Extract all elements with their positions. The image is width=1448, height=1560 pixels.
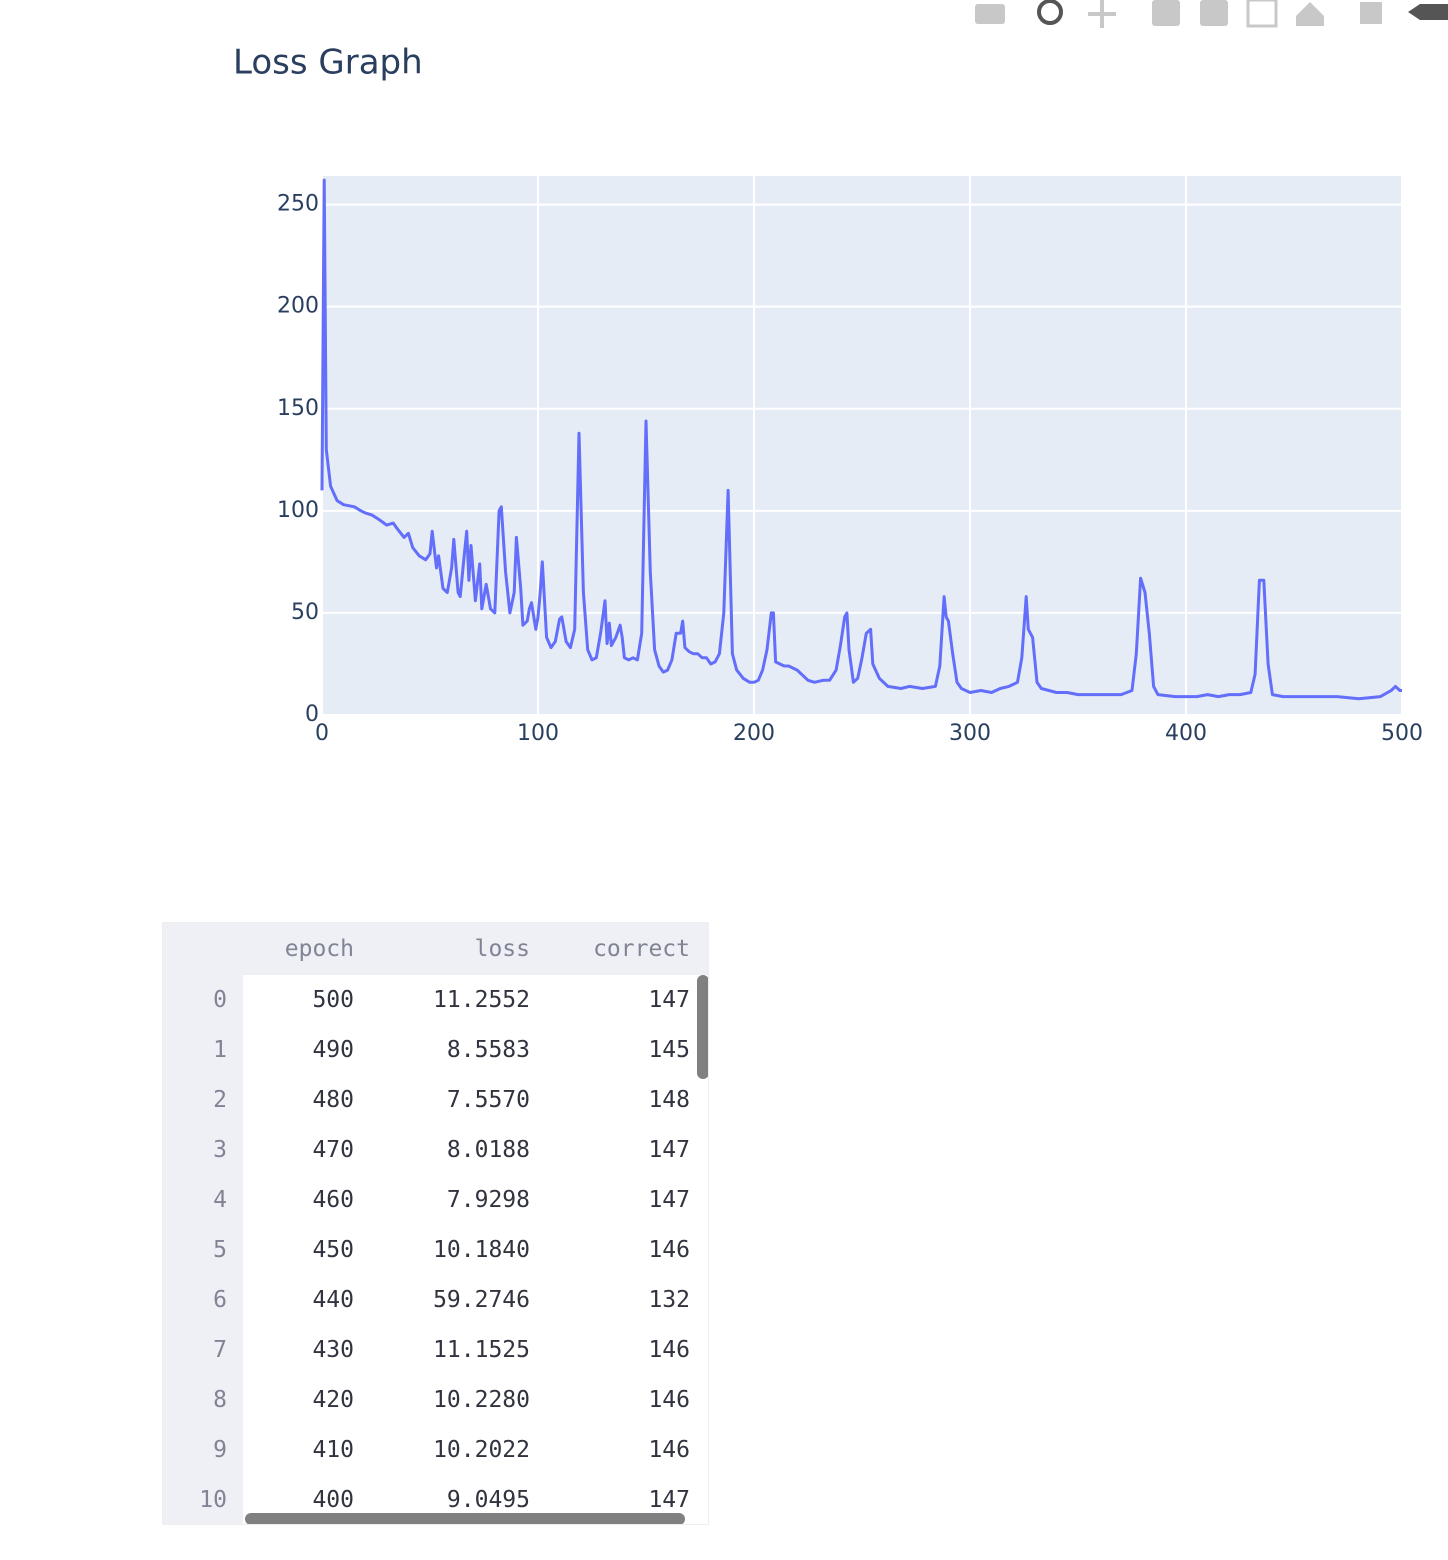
hover-icon[interactable] <box>1408 4 1448 20</box>
pan-icon[interactable] <box>1088 0 1116 28</box>
table-cell: 450 <box>312 1237 354 1263</box>
table-cell: 9.0495 <box>446 1487 530 1513</box>
table-cell: 500 <box>312 987 354 1013</box>
spike-icon[interactable] <box>1360 2 1382 24</box>
table-cell: 146 <box>648 1387 690 1413</box>
row-index: 4 <box>213 1187 227 1213</box>
table-cell: 10.2280 <box>433 1387 530 1413</box>
table-cell: 148 <box>648 1087 690 1113</box>
x-tick-label: 200 <box>733 721 775 746</box>
table-cell: 400 <box>312 1487 354 1513</box>
column-header: correct <box>593 936 690 962</box>
table-cell: 420 <box>312 1387 354 1413</box>
table-cell: 147 <box>648 987 690 1013</box>
table-cell: 147 <box>648 1137 690 1163</box>
table-cell: 7.9298 <box>446 1187 530 1213</box>
chart: Loss Graph 0 50 100 150 200 250 0 100 200 300 400 5… <box>233 0 1448 746</box>
table-cell: 480 <box>312 1087 354 1113</box>
row-index: 7 <box>213 1337 227 1363</box>
y-tick-label: 250 <box>277 192 319 217</box>
y-tick-label: 0 <box>305 702 319 727</box>
chart-title: Loss Graph <box>233 43 423 83</box>
column-header: loss <box>474 936 530 962</box>
table-cell: 10.2022 <box>433 1437 530 1463</box>
table-cell: 8.0188 <box>446 1137 530 1163</box>
x-tick-label: 100 <box>517 721 559 746</box>
table-cell: 490 <box>312 1037 354 1063</box>
home-icon[interactable] <box>1296 2 1324 26</box>
y-tick-label: 200 <box>277 294 319 319</box>
vertical-scrollbar[interactable] <box>697 975 708 1079</box>
row-index: 6 <box>213 1287 227 1313</box>
table-cell: 7.5570 <box>446 1087 530 1113</box>
row-index: 9 <box>213 1437 227 1463</box>
row-index: 2 <box>213 1087 227 1113</box>
zoom-out-icon[interactable] <box>1200 0 1228 26</box>
table-cell: 11.1525 <box>433 1337 530 1363</box>
zoom-icon[interactable] <box>1037 0 1063 25</box>
row-index: 0 <box>213 987 227 1013</box>
row-index: 8 <box>213 1387 227 1413</box>
table-cell: 460 <box>312 1187 354 1213</box>
row-index: 1 <box>213 1037 227 1063</box>
autoscale-icon[interactable] <box>1246 0 1278 28</box>
y-tick-label: 150 <box>277 396 319 421</box>
table-cell: 8.5583 <box>446 1037 530 1063</box>
table-cell: 145 <box>648 1037 690 1063</box>
y-tick-label: 50 <box>291 600 319 625</box>
table-cell: 147 <box>648 1187 690 1213</box>
data-table: epoch loss correct 0 500 11.2552 147 1 490 8.5583… <box>162 922 709 1525</box>
table-cell: 440 <box>312 1287 354 1313</box>
plot-background <box>322 176 1402 715</box>
table-cell: 146 <box>648 1237 690 1263</box>
row-index: 3 <box>213 1137 227 1163</box>
table-cell: 410 <box>312 1437 354 1463</box>
camera-icon[interactable] <box>975 4 1005 24</box>
table-cell: 132 <box>648 1287 690 1313</box>
loss-line <box>320 178 1402 701</box>
x-tick-label: 300 <box>949 721 991 746</box>
y-tick-label: 100 <box>277 498 319 523</box>
x-tick-label: 400 <box>1165 721 1207 746</box>
x-tick-label: 500 <box>1381 721 1423 746</box>
column-header: epoch <box>284 936 354 962</box>
x-tick-label: 0 <box>315 721 329 746</box>
row-index: 5 <box>213 1237 227 1263</box>
table-cell: 470 <box>312 1137 354 1163</box>
table-cell: 11.2552 <box>433 987 530 1013</box>
horizontal-scrollbar[interactable] <box>245 1513 685 1524</box>
table-header <box>163 923 708 975</box>
table-cell: 146 <box>648 1337 690 1363</box>
index-column <box>163 923 243 1524</box>
table-cell: 147 <box>648 1487 690 1513</box>
zoom-in-icon[interactable] <box>1152 0 1180 26</box>
table-cell: 146 <box>648 1437 690 1463</box>
modebar <box>975 0 1448 28</box>
table-cell: 10.1840 <box>433 1237 530 1263</box>
row-index: 10 <box>199 1487 227 1513</box>
table-cell: 59.2746 <box>433 1287 530 1313</box>
table-cell: 430 <box>312 1337 354 1363</box>
